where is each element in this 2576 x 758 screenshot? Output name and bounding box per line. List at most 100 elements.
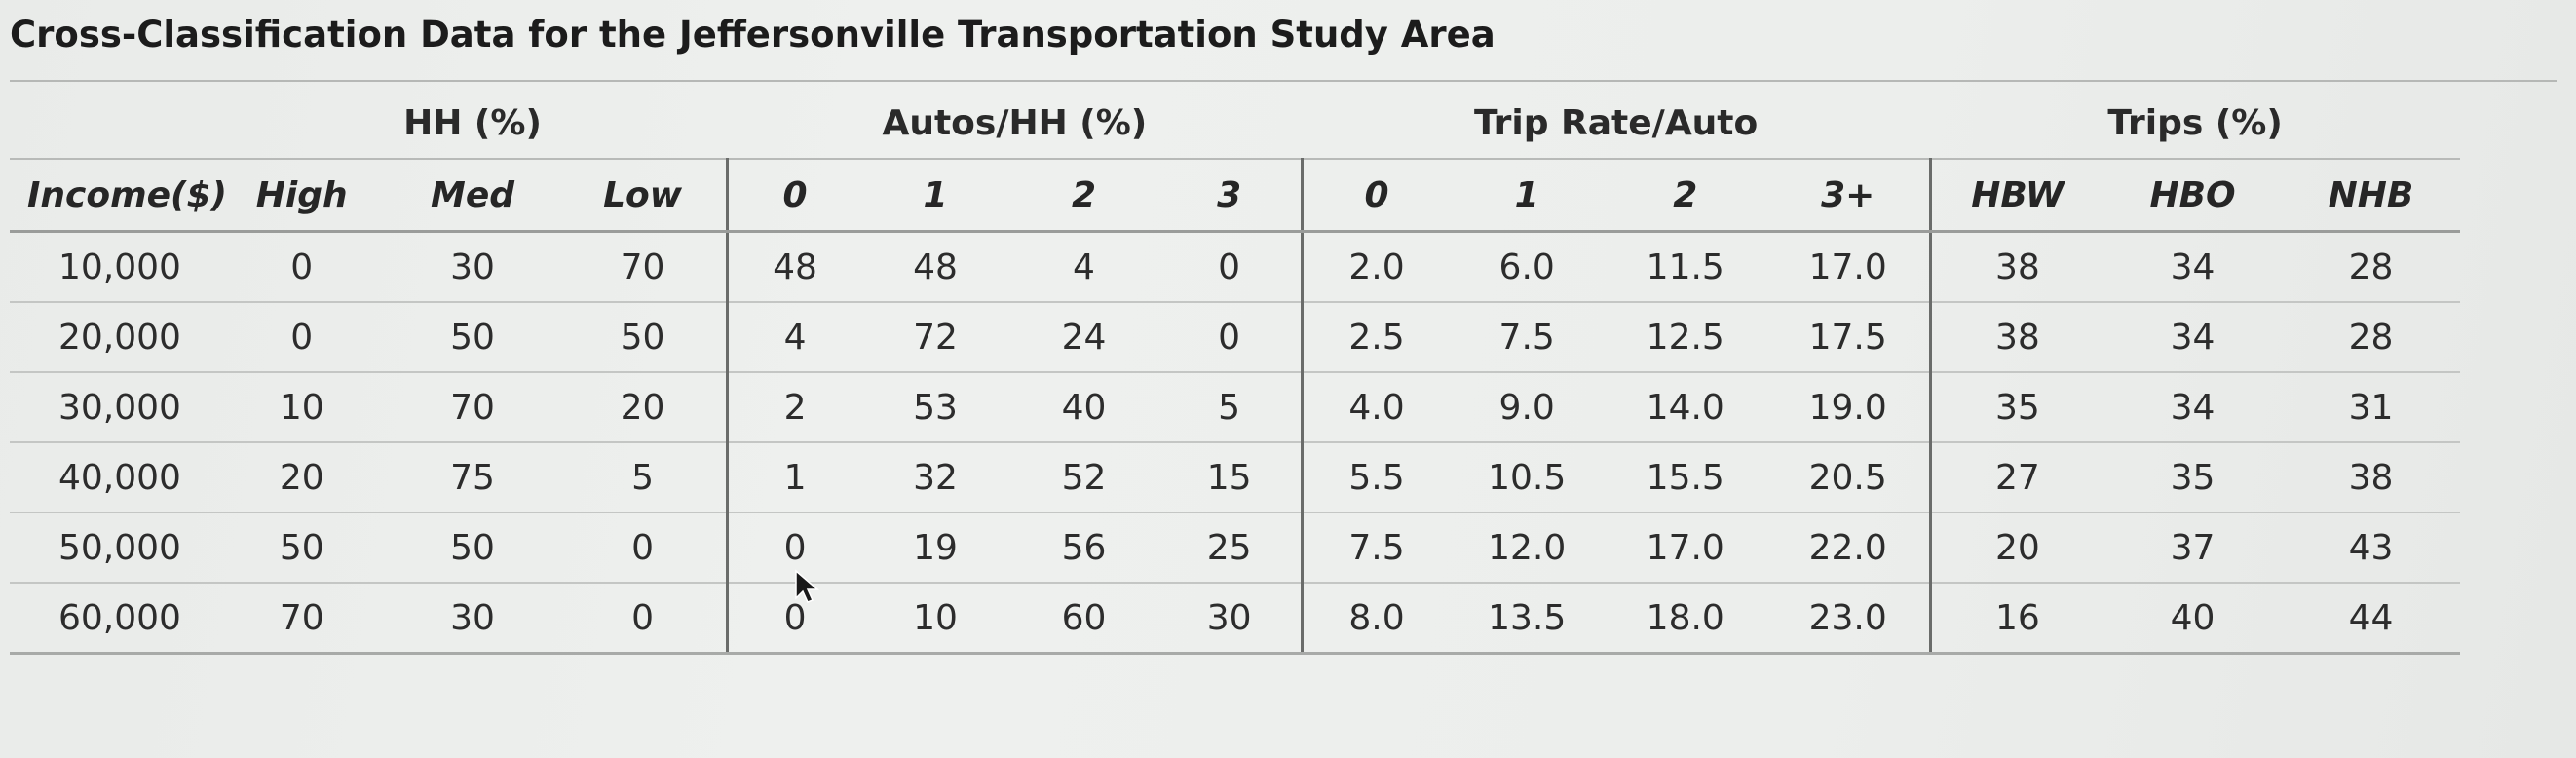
cross-classification-table-wrap: HH (%) Autos/HH (%) Trip Rate/Auto Trips… [10,88,2460,655]
col-header-med: Med [386,159,559,233]
cell-hbw: 35 [1928,372,2104,443]
cell-rate-3plus: 19.0 [1766,372,1931,443]
cell-nhb: 28 [2281,231,2460,303]
cell-high: 0 [217,302,387,373]
cell-rate-0: 5.5 [1300,442,1451,513]
cell-hbo: 37 [2103,512,2282,584]
cell-autos-3: 5 [1157,372,1303,443]
table-row: 10,000 0 30 70 48 48 4 0 2.0 6.0 11.5 17… [10,231,2460,303]
cell-autos-2: 52 [1009,442,1158,513]
group-header-trips: Trips (%) [1930,88,2460,160]
col-header-low: Low [558,159,728,233]
col-header-income: Income($) [10,159,227,233]
cell-rate-2: 14.0 [1603,372,1767,443]
cell-autos-3: 30 [1157,583,1303,655]
cell-hbo: 35 [2103,442,2282,513]
cell-med: 30 [386,583,559,655]
col-header-autos-0: 0 [726,159,861,233]
cell-autos-0: 1 [726,442,861,513]
cell-rate-3plus: 17.0 [1766,231,1931,303]
group-header-blank [10,88,218,160]
col-header-rate-3plus: 3+ [1766,159,1931,233]
cell-low: 5 [558,442,728,513]
cell-rate-2: 17.0 [1603,512,1767,584]
cell-hbo: 40 [2103,583,2282,655]
cell-rate-1: 9.0 [1450,372,1604,443]
cell-rate-0: 2.0 [1300,231,1451,303]
col-header-hbo: HBO [2103,159,2282,233]
cell-income: 60,000 [10,583,218,655]
cell-rate-2: 18.0 [1603,583,1767,655]
cell-hbw: 38 [1928,231,2104,303]
cell-autos-1: 72 [860,302,1010,373]
col-header-rate-2: 2 [1603,159,1767,233]
col-header-autos-2: 2 [1009,159,1158,233]
group-header-trip-rate: Trip Rate/Auto [1302,88,1931,160]
cell-high: 20 [217,442,387,513]
cell-rate-0: 8.0 [1300,583,1451,655]
cell-low: 0 [558,512,728,584]
cell-income: 50,000 [10,512,218,584]
cell-rate-1: 12.0 [1450,512,1604,584]
cell-rate-3plus: 23.0 [1766,583,1931,655]
cell-rate-3plus: 20.5 [1766,442,1931,513]
cell-low: 20 [558,372,728,443]
cell-rate-2: 15.5 [1603,442,1767,513]
col-header-high: High [217,159,387,233]
col-header-rate-1: 1 [1450,159,1604,233]
cell-autos-3: 0 [1157,231,1303,303]
cell-rate-0: 7.5 [1300,512,1451,584]
cell-hbw: 27 [1928,442,2104,513]
cell-high: 70 [217,583,387,655]
cell-autos-3: 15 [1157,442,1303,513]
cell-med: 50 [386,302,559,373]
cell-low: 50 [558,302,728,373]
cell-rate-3plus: 22.0 [1766,512,1931,584]
col-header-autos-1: 1 [860,159,1010,233]
cell-income: 40,000 [10,442,218,513]
col-header-autos-3: 3 [1157,159,1303,233]
cell-autos-2: 56 [1009,512,1158,584]
top-rule [10,80,2557,82]
col-header-rate-0: 0 [1300,159,1451,233]
cell-autos-2: 40 [1009,372,1158,443]
table-row: 40,000 20 75 5 1 32 52 15 5.5 10.5 15.5 … [10,442,2460,513]
cell-nhb: 31 [2281,372,2460,443]
cell-autos-3: 25 [1157,512,1303,584]
cell-rate-2: 12.5 [1603,302,1767,373]
cell-low: 70 [558,231,728,303]
col-header-nhb: NHB [2281,159,2460,233]
cell-hbw: 20 [1928,512,2104,584]
group-header-hh: HH (%) [217,88,728,160]
cell-low: 0 [558,583,728,655]
cell-rate-3plus: 17.5 [1766,302,1931,373]
cell-autos-2: 4 [1009,231,1158,303]
cell-autos-2: 24 [1009,302,1158,373]
group-header-autos: Autos/HH (%) [727,88,1303,160]
cell-autos-0: 0 [726,512,861,584]
group-header-row: HH (%) Autos/HH (%) Trip Rate/Auto Trips… [10,88,2460,160]
table-row: 20,000 0 50 50 4 72 24 0 2.5 7.5 12.5 17… [10,302,2460,373]
cell-nhb: 44 [2281,583,2460,655]
cell-high: 0 [217,231,387,303]
cell-autos-0: 2 [726,372,861,443]
cell-income: 10,000 [10,231,218,303]
cell-rate-2: 11.5 [1603,231,1767,303]
cell-autos-1: 19 [860,512,1010,584]
cell-med: 30 [386,231,559,303]
cross-classification-table: HH (%) Autos/HH (%) Trip Rate/Auto Trips… [10,88,2460,655]
cell-autos-1: 32 [860,442,1010,513]
table-title: Cross-Classification Data for the Jeffer… [10,14,1496,56]
cell-autos-3: 0 [1157,302,1303,373]
cell-hbw: 16 [1928,583,2104,655]
cell-high: 10 [217,372,387,443]
cell-hbw: 38 [1928,302,2104,373]
table-row: 60,000 70 30 0 0 10 60 30 8.0 13.5 18.0 … [10,583,2460,655]
cell-rate-0: 4.0 [1300,372,1451,443]
cell-rate-1: 13.5 [1450,583,1604,655]
cell-autos-0: 48 [726,231,861,303]
cell-med: 50 [386,512,559,584]
cell-hbo: 34 [2103,231,2282,303]
cell-autos-1: 10 [860,583,1010,655]
